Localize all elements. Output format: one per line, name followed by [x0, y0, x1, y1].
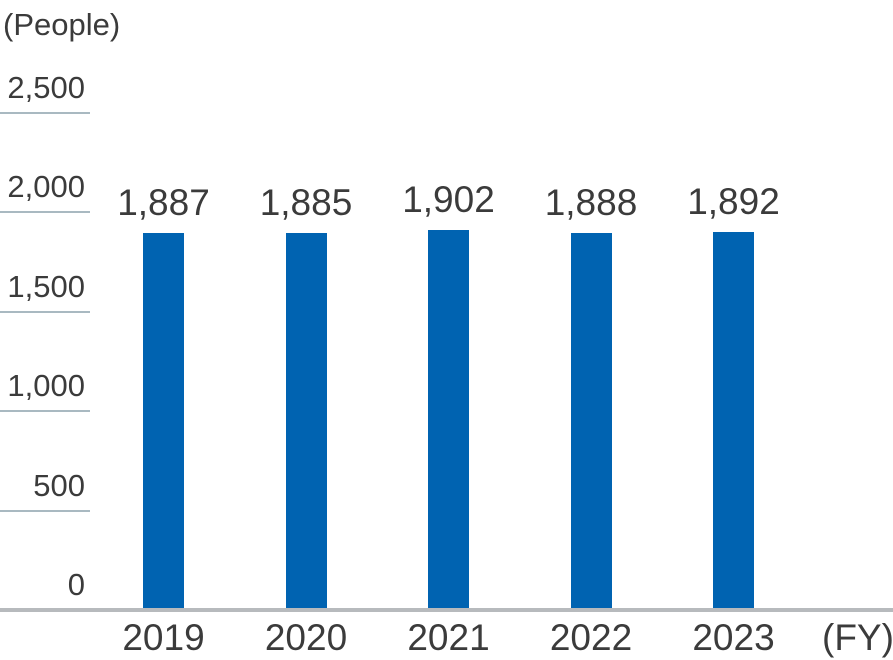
y-tick-label: 0 [67, 567, 85, 602]
y-tick-label: 1,500 [7, 268, 85, 304]
gridline [0, 112, 90, 114]
x-tick-label: 2022 [549, 617, 633, 658]
y-tick-label: 1,000 [7, 368, 85, 404]
y-tick-label: 2,500 [7, 70, 85, 105]
y-tick-label: 500 [33, 467, 85, 503]
bar-2022 [570, 232, 612, 608]
bar-value-label: 1,885 [259, 182, 353, 224]
x-tick-label: 2023 [692, 617, 775, 658]
gridline [0, 410, 90, 413]
bar-2021 [428, 229, 469, 608]
bar-2020 [285, 233, 327, 608]
x-tick-label: 2021 [407, 617, 490, 658]
x-axis-line [0, 608, 893, 612]
bar-value-label: 1,902 [402, 178, 495, 220]
y-axis-unit-label: (People) [3, 7, 121, 42]
y-tick-label: 2,000 [7, 169, 85, 205]
bar-value-label: 1,887 [117, 181, 210, 223]
x-axis-unit-label: (FY) [822, 617, 893, 658]
gridline [0, 509, 90, 512]
bar-value-label: 1,888 [544, 181, 638, 223]
bar-value-label: 1,892 [687, 180, 780, 222]
x-tick-label: 2019 [122, 617, 205, 658]
gridline [0, 211, 90, 214]
bar-2023 [713, 231, 754, 608]
bar-2019 [143, 232, 184, 608]
gridline [0, 310, 90, 313]
x-tick-label: 2020 [264, 617, 348, 658]
